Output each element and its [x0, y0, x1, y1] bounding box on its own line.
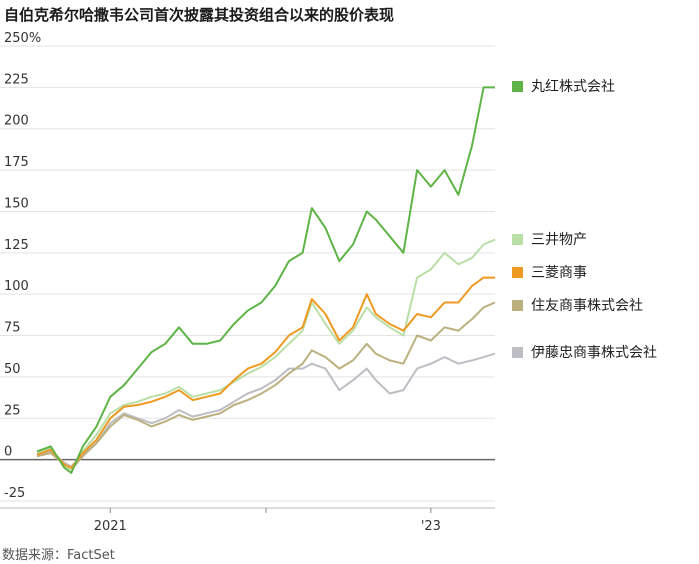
- y-tick-label: 200: [4, 114, 29, 129]
- y-tick-label: 0: [4, 445, 12, 460]
- y-tick-label: 50: [4, 362, 21, 377]
- x-axis: 2021 '23: [0, 507, 495, 534]
- legend-swatch: [512, 300, 523, 311]
- legend-label: 三菱商事: [531, 265, 587, 281]
- legend-swatch: [512, 267, 523, 278]
- legend-label: 伊藤忠商事株式会社: [531, 345, 657, 361]
- y-tick-label: 100: [4, 279, 29, 294]
- y-tick-label: 225: [4, 72, 29, 87]
- y-tick-label: 150: [4, 196, 29, 211]
- series-line-3: [36, 276, 495, 469]
- y-tick-label: 75: [4, 321, 21, 336]
- series-line-2: [36, 238, 496, 471]
- x-tick-label: 2021: [94, 519, 127, 534]
- chart-title: 自伯克希尔哈撒韦公司首次披露其投资组合以来的股价表现: [4, 6, 395, 24]
- series-line-4: [36, 301, 496, 471]
- series-line-1: [36, 86, 495, 474]
- legend-swatch: [512, 347, 523, 358]
- legend-swatch: [512, 234, 523, 245]
- series-lines: [36, 86, 496, 474]
- legend-swatch: [512, 81, 523, 92]
- grid-lines: [0, 45, 495, 502]
- y-tick-label: -25: [4, 486, 25, 501]
- y-tick-label: 25: [4, 403, 21, 418]
- y-tick-label: 125: [4, 238, 29, 253]
- legend-label: 三井物产: [531, 232, 587, 248]
- y-axis-ticks: 250% 225 200 175 150 125 100 75 50 25 0 -25: [4, 31, 41, 501]
- series-line-5: [36, 352, 496, 468]
- x-tick-label: '23: [421, 519, 441, 534]
- legend-label: 住友商事株式会社: [531, 298, 643, 314]
- y-tick-label: 250%: [4, 31, 41, 46]
- source-note: 数据来源：FactSet: [2, 548, 115, 563]
- y-tick-label: 175: [4, 155, 29, 170]
- legend-label: 丸红株式会社: [531, 79, 615, 95]
